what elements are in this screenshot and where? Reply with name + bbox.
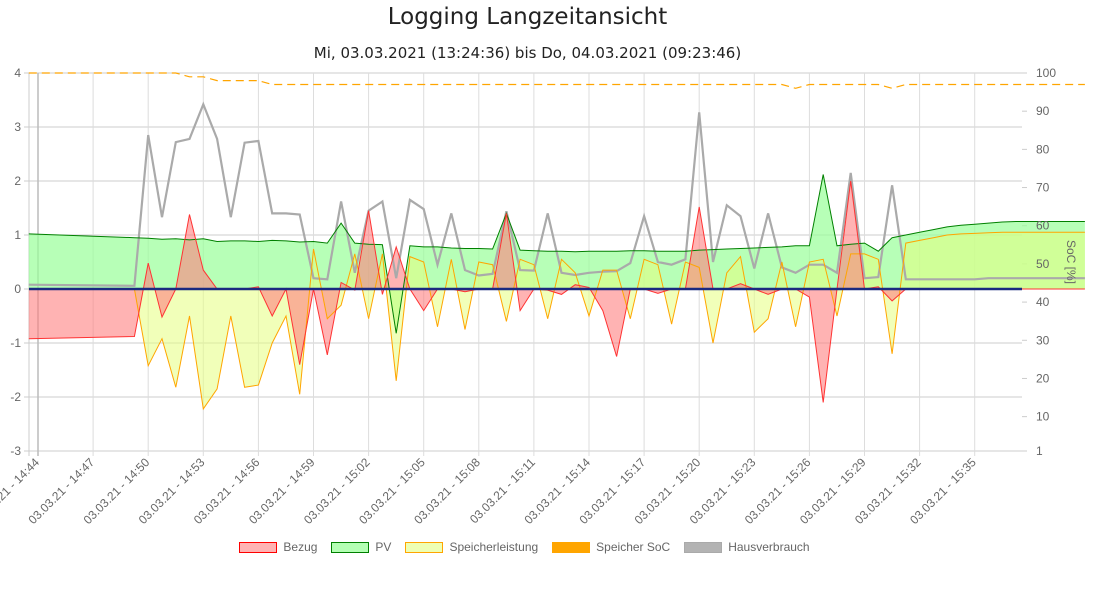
y-axis-right: 100 90 80 70 60 50 40 30 20 10 1 (1036, 66, 1056, 458)
legend-swatch-icon (331, 541, 370, 553)
line-speicher-soc (28, 72, 1085, 89)
line-pv (28, 174, 1085, 334)
y-tick-label: 0 (14, 282, 21, 296)
legend-swatch-icon (239, 541, 278, 553)
legend-label: Bezug (283, 540, 318, 554)
line-hausverbrauch (28, 101, 1085, 287)
y-tick-label: -2 (10, 390, 21, 404)
legend: Bezug PV Speicherleistung Speicher SoC Hausv… (0, 540, 1055, 554)
series-areas (28, 174, 1085, 409)
legend-swatch-icon (552, 541, 591, 553)
line-speicherleistung (28, 231, 1085, 411)
y2-tick-label: 80 (1036, 142, 1050, 156)
legend-item[interactable]: Speicherleistung (405, 540, 538, 554)
legend-item[interactable]: Bezug (239, 540, 317, 554)
y-tick-label: -1 (10, 336, 21, 350)
y2-tick-label: 1 (1036, 444, 1043, 458)
legend-label: Speicher SoC (596, 540, 671, 554)
series-lines (28, 72, 1085, 411)
y2-tick-label: 90 (1036, 104, 1050, 118)
line-bezug (28, 180, 1085, 403)
chart-subtitle: Mi, 03.03.2021 (13:24:36) bis Do, 04.03.… (313, 44, 742, 62)
area-bezug (28, 181, 1085, 403)
legend-label: PV (375, 540, 392, 554)
y2-tick-label: 70 (1036, 181, 1050, 195)
y2-tick-label: 20 (1036, 371, 1050, 385)
y2-axis-label: SoC [%] (1064, 240, 1078, 284)
area-speicherleistung (28, 232, 1085, 409)
legend-item[interactable]: Speicher SoC (552, 540, 670, 554)
legend-label: Hausverbrauch (728, 540, 810, 554)
legend-item[interactable]: PV (331, 540, 391, 554)
y2-tick-label: 10 (1036, 410, 1050, 424)
y-tick-label: -3 (10, 444, 21, 458)
y2-tick-label: 50 (1036, 257, 1050, 271)
legend-swatch-icon (405, 541, 444, 553)
legend-swatch-icon (684, 541, 723, 553)
y-axis-left: 4 3 2 1 0 -1 -2 -3 (10, 66, 21, 458)
y-tick-label: 1 (14, 228, 21, 242)
y-tick-label: 2 (14, 174, 21, 188)
chart-title: Logging Langzeitansicht (387, 4, 668, 30)
y-tick-label: 3 (14, 120, 21, 134)
y2-tick-label: 40 (1036, 295, 1050, 309)
y-tick-label: 4 (14, 66, 21, 80)
y2-tick-label: 100 (1036, 66, 1056, 80)
legend-item[interactable]: Hausverbrauch (684, 540, 810, 554)
legend-label: Speicherleistung (449, 540, 539, 554)
y2-tick-label: 60 (1036, 219, 1050, 233)
y2-tick-label: 30 (1036, 333, 1050, 347)
